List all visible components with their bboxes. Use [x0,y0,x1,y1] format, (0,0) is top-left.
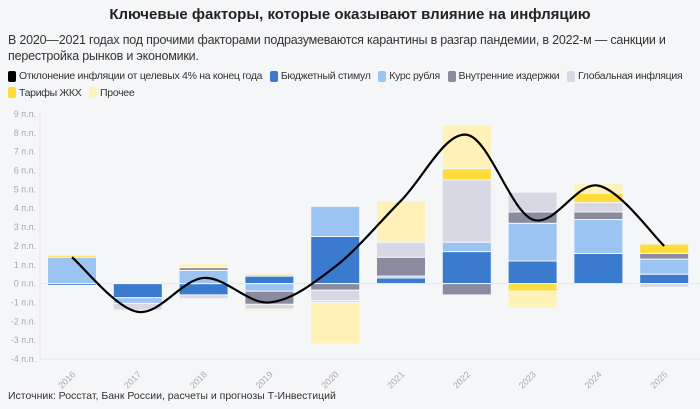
y-tick-label: 7 п.п. [14,147,36,157]
y-tick-label: 0 п.п. [14,279,36,289]
bar-segment [639,252,690,260]
legend-swatch [8,87,16,98]
bar-segment [441,241,492,253]
x-tick-label: 2016 [56,369,77,389]
bar-segment [639,242,690,245]
x-tick-label: 2018 [188,369,209,389]
chart-plot: -4 п.п. -3 п.п. -2 п.п. -1 п.п. 0 п.п. 1 п.п.… [11,109,700,389]
legend-label: Внутренние издержки [458,70,560,82]
x-tick-label: 2020 [319,369,340,389]
bar-segment [310,236,361,285]
y-tick-label: 5 п.п. [14,184,36,194]
legend-swatch [269,70,278,82]
legend: Отклонение инфляции от целевых 4% на кон… [8,69,692,102]
bar-segment [573,252,624,285]
y-tick-label: -1 п.п. [11,297,36,307]
bar-segment [178,294,229,300]
bar-segment [441,251,492,285]
bar-segment [573,183,624,194]
y-tick-label: 9 п.п. [14,109,36,119]
x-tick-label: 2023 [517,369,538,389]
bar-segment [178,263,229,269]
x-tick-label: 2019 [254,369,275,389]
legend-label: Тарифы ЖКХ [19,86,82,99]
bar-segment [47,254,97,258]
y-tick-label: 4 п.п. [14,203,36,213]
bar-segment [310,205,361,237]
bar-segment [507,260,558,285]
x-tick-label: 2022 [451,369,472,389]
y-tick-label: 6 п.п. [14,166,36,176]
legend-swatch [566,70,575,82]
source-note: Источник: Росстат, Банк России, расчеты … [8,390,336,402]
legend-label: Глобальная инфляция [577,70,683,82]
legend-item[interactable]: Прочее [89,86,135,100]
bar-segment [310,289,361,302]
bar-segment [244,273,295,277]
bar-segment [47,256,97,285]
y-tick-label: 1 п.п. [14,260,36,270]
legend-item[interactable]: Курс рубля [378,69,440,83]
bar-segment [441,179,492,243]
bar-segment [507,222,558,262]
bar-segment [244,308,295,312]
legend-swatch [89,87,98,98]
bar-segment [507,191,558,213]
legend-label: Курс рубля [389,70,440,82]
x-tick-label: 2024 [583,369,604,389]
bar-segment [639,273,690,285]
bar-segment [441,283,492,296]
bar-segment [244,283,295,292]
legend-label: Прочее [100,86,135,99]
bar-segment [244,303,295,310]
bar-segment [310,283,361,291]
bar-segment [573,211,624,221]
x-tick-label: 2025 [648,369,669,389]
chart-title: Ключевые факторы, которые оказывают влия… [109,6,591,23]
inflation-deviation-line [71,133,665,313]
legend-item[interactable]: Отклонение инфляции от целевых 4% на кон… [8,69,263,83]
legend-label: Отклонение инфляции от целевых 4% на кон… [19,70,263,82]
legend-swatch [378,70,387,82]
bar-segment [376,241,426,258]
legend-swatch [447,70,456,82]
y-tick-label: -4 п.п. [11,354,36,364]
legend-item[interactable]: Глобальная инфляция [566,69,683,83]
y-tick-label: 3 п.п. [14,222,36,232]
x-tick-label: 2021 [385,369,406,389]
bar-segment [573,219,624,254]
bar-segment [507,283,558,292]
bar-segment [112,283,163,299]
bar-segment [639,258,690,275]
bar-segment [244,275,295,285]
legend-label: Бюджетный стимул [280,70,371,82]
bar-segment [441,168,492,181]
x-tick-label: 2017 [122,369,143,389]
bar-segment [310,301,361,345]
bar-segment [441,124,492,170]
chart-subtitle: В 2020—2021 годах под прочими факторами … [8,33,666,63]
bar-segment [376,277,426,285]
bar-segment [573,202,624,213]
bar-segment [376,200,426,243]
bar-segment [376,256,426,277]
legend-item[interactable]: Внутренние издержки [447,69,560,83]
y-tick-label: 2 п.п. [14,241,36,251]
bar-segment [507,290,558,309]
legend-item[interactable]: Тарифы ЖКХ [8,86,82,100]
y-tick-label: -3 п.п. [11,335,36,345]
y-tick-label: -2 п.п. [11,316,36,326]
y-tick-label: 8 п.п. [14,128,36,138]
legend-item[interactable]: Бюджетный стимул [269,69,371,83]
bar-segment [639,283,690,288]
legend-swatch [8,70,16,82]
bar-segment [112,302,163,311]
